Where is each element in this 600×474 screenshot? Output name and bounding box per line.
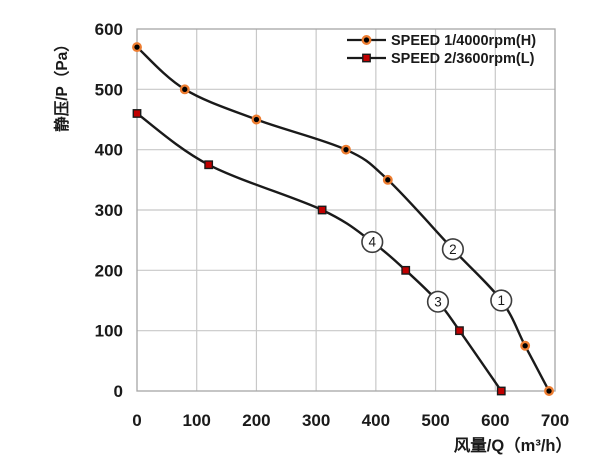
annotation-digit: 4: [369, 235, 377, 250]
x-tick-label: 600: [481, 411, 509, 430]
y-tick-label: 300: [95, 201, 123, 220]
square-marker-icon: [362, 53, 371, 63]
x-tick-label: 300: [302, 411, 330, 430]
x-tick-label: 100: [183, 411, 211, 430]
legend: SPEED 1/4000rpm(H) SPEED 2/3600rpm(L): [347, 33, 536, 67]
gridlines: [136, 28, 556, 392]
annotation-digit: 1: [497, 293, 505, 308]
data-point-speed2: [204, 160, 214, 170]
data-point-speed2: [132, 109, 142, 118]
plot-border: [136, 28, 556, 392]
data-point-speed1: [132, 42, 142, 53]
annotation-circle: [361, 230, 384, 254]
data-point-speed2: [455, 326, 464, 336]
circled-number-4: 4: [361, 230, 384, 254]
curve-speed1: [135, 45, 551, 393]
legend-label-speed2: SPEED 2/3600rpm(L): [391, 51, 535, 67]
y-tick-label: 600: [95, 20, 123, 39]
data-markers: [132, 42, 554, 396]
data-point-speed1: [341, 144, 351, 155]
x-tick-label: 0: [132, 411, 141, 430]
legend-item-speed2: SPEED 2/3600rpm(L): [347, 51, 535, 67]
data-point-speed1: [544, 386, 554, 396]
data-point-speed1: [382, 174, 393, 185]
series-curves: [135, 45, 551, 393]
x-tick-label: 700: [541, 411, 569, 430]
y-tick-label: 500: [95, 80, 123, 99]
legend-label-speed1: SPEED 1/4000rpm(H): [391, 33, 536, 49]
y-tick-label: 100: [95, 322, 123, 341]
data-point-speed1: [520, 340, 531, 351]
annotation-digit: 2: [449, 242, 457, 257]
y-tick-label: 200: [95, 261, 123, 280]
x-tick-label: 500: [421, 411, 449, 430]
data-point-speed1: [251, 114, 262, 125]
circled-number-3: 3: [426, 290, 450, 313]
y-axis-title: 静压/P（Pa）: [52, 36, 71, 132]
y-tick-label: 0: [114, 382, 123, 401]
data-point-speed2: [317, 205, 327, 215]
annotation-circle: [490, 289, 513, 312]
curve-point-annotations: 1 2 3 4: [361, 230, 513, 313]
y-tick-label: 400: [95, 141, 123, 160]
annotation-circle: [441, 238, 464, 261]
legend-item-speed1: SPEED 1/4000rpm(H): [347, 33, 536, 49]
circled-number-1: 1: [490, 289, 513, 312]
annotation-digit: 3: [434, 294, 442, 309]
x-tick-label: 200: [242, 411, 270, 430]
circle-marker-icon: [361, 35, 372, 45]
data-point-speed2: [496, 386, 506, 396]
x-axis-title: 风量/Q（m³/h）: [454, 435, 572, 455]
x-tick-label: 400: [362, 411, 390, 430]
data-point-speed2: [401, 265, 411, 275]
annotation-circle: [426, 290, 450, 313]
data-point-speed1: [179, 84, 190, 95]
axis-tick-labels: 0 100 200 300 400 500 600 0 100 200 300 400 500 600 70…: [95, 20, 570, 430]
circled-number-2: 2: [441, 238, 464, 261]
